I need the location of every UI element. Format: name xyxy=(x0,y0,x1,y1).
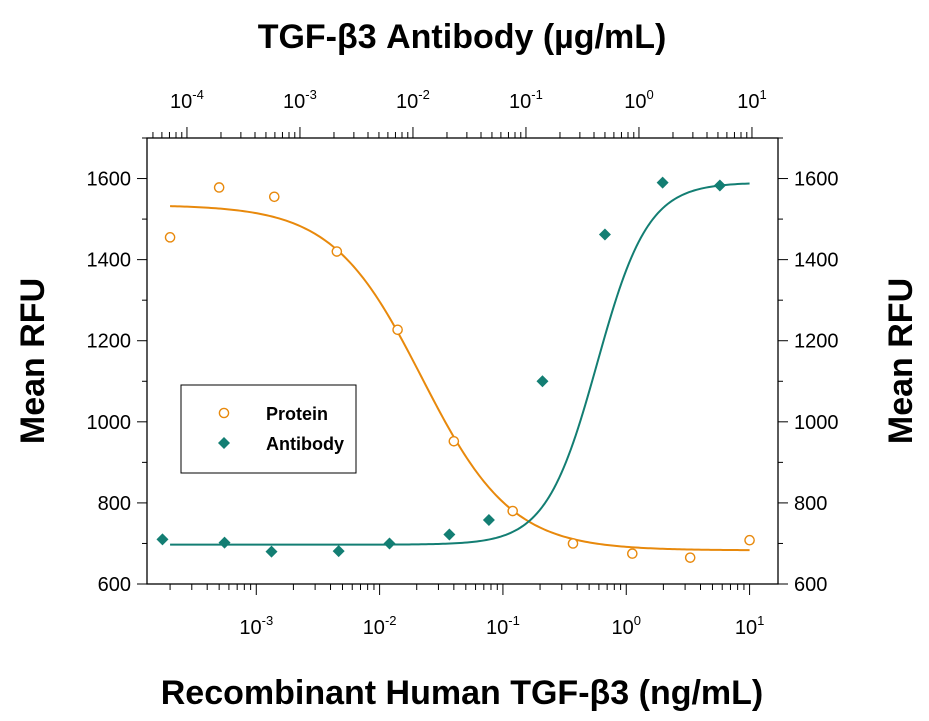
legend-marker-antibody xyxy=(218,437,230,449)
data-point-antibody xyxy=(598,228,611,241)
data-point-protein xyxy=(268,191,280,203)
data-point-antibody xyxy=(443,528,456,541)
data-point-antibody xyxy=(656,176,669,189)
data-point-antibody xyxy=(536,375,549,388)
data-point-protein xyxy=(567,538,579,549)
legend: Protein Antibody xyxy=(180,384,357,474)
bottom-axis-tick-label: 100 xyxy=(612,613,641,639)
x-axis-label: Recombinant Human TGF-β3 (ng/mL) xyxy=(161,674,764,712)
data-point-protein xyxy=(392,324,403,336)
data-points xyxy=(156,176,755,563)
top-x-axis: 10-4 10-3 10-2 10-1 100 101 xyxy=(152,87,767,138)
right-axis-tick-label: 1600 xyxy=(794,169,839,191)
plot-area xyxy=(146,137,779,585)
right-axis-tick-label: 1000 xyxy=(794,412,839,434)
top-axis-tick-label: 100 xyxy=(624,87,653,113)
y-axis-label-left: Mean RFU xyxy=(14,278,52,444)
left-axis-tick-label: 1200 xyxy=(87,331,132,353)
top-axis-tick-label: 101 xyxy=(737,87,766,113)
bottom-axis-tick-label: 10-3 xyxy=(239,613,273,639)
data-point-protein xyxy=(213,182,225,193)
left-y-axis: 600 800 1000 1200 1400 1600 xyxy=(87,137,147,596)
right-axis-tick-label: 1200 xyxy=(794,331,839,353)
fit-curve-antibody xyxy=(170,182,750,546)
legend-marker-protein xyxy=(218,407,230,419)
fit-curves xyxy=(170,182,750,552)
right-axis-tick-label: 800 xyxy=(794,493,827,515)
top-axis-tick-label: 10-4 xyxy=(170,87,204,113)
data-point-antibody xyxy=(218,536,231,549)
y-axis-label-right: Mean RFU xyxy=(882,278,920,444)
top-axis-tick-label: 10-3 xyxy=(283,87,317,113)
data-point-protein xyxy=(331,246,343,257)
bottom-axis-tick-label: 10-2 xyxy=(363,613,397,639)
top-axis-tick-label: 10-1 xyxy=(509,87,543,113)
left-axis-tick-label: 1600 xyxy=(87,169,132,191)
left-axis-tick-label: 1000 xyxy=(87,412,132,434)
chart-title: TGF-β3 Antibody (µg/mL) xyxy=(258,18,667,56)
legend-label-antibody: Antibody xyxy=(266,434,344,454)
bottom-axis-tick-label: 101 xyxy=(735,613,764,639)
data-point-antibody xyxy=(156,533,169,546)
left-axis-tick-label: 800 xyxy=(98,493,131,515)
data-point-antibody xyxy=(713,179,726,192)
data-point-protein xyxy=(684,552,696,563)
bottom-x-axis: 10-3 10-2 10-1 100 101 xyxy=(169,584,764,639)
data-point-antibody xyxy=(383,537,396,550)
left-axis-tick-label: 600 xyxy=(98,574,131,596)
data-point-protein xyxy=(507,505,518,517)
bottom-axis-tick-label: 10-1 xyxy=(486,613,520,639)
data-point-protein xyxy=(744,534,755,546)
right-axis-tick-label: 600 xyxy=(794,574,827,596)
data-point-antibody xyxy=(265,545,278,558)
left-axis-tick-label: 1400 xyxy=(87,250,132,272)
legend-label-protein: Protein xyxy=(266,404,328,424)
data-point-antibody xyxy=(332,545,345,558)
right-y-axis: 600 800 1000 1200 1400 1600 xyxy=(778,137,839,596)
data-point-protein xyxy=(627,548,638,559)
data-point-protein xyxy=(448,435,460,447)
legend-box xyxy=(180,384,357,474)
fit-curve-protein xyxy=(170,205,750,552)
data-point-antibody xyxy=(482,513,495,526)
right-axis-tick-label: 1400 xyxy=(794,250,839,272)
top-axis-tick-label: 10-2 xyxy=(396,87,430,113)
data-point-protein xyxy=(164,232,176,243)
